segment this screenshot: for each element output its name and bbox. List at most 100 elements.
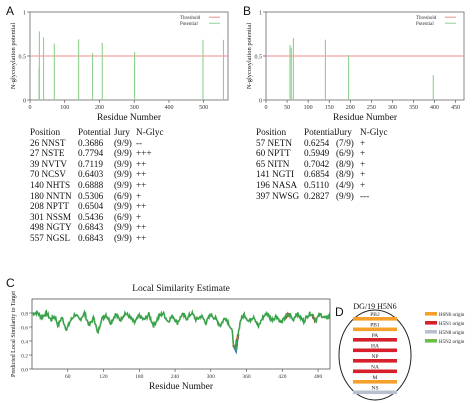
- chart-b-x-tick-label: 50: [284, 105, 290, 111]
- table-row: 39 NVTV 0.7119 (9/9) ++: [30, 159, 160, 170]
- table-cell: (9/9): [114, 158, 132, 169]
- chart-b-y-tick-label: 1: [259, 11, 262, 17]
- diagram-d-segment-bar: [353, 348, 397, 353]
- chart-c-ylabel: Predicted Local Similarity to Target: [11, 291, 17, 377]
- diagram-d-segment-bar: [353, 317, 397, 321]
- chart-b-legend-threshold-label: Threshold: [416, 16, 437, 21]
- chart-a-y-tick-label: 1: [23, 11, 26, 17]
- chart-c-xlabel: Residue Number: [149, 382, 214, 392]
- table-cell: 39 NVTV: [30, 158, 68, 169]
- diagram-d-segment-label: PA: [372, 333, 379, 339]
- table-cell: 180 NNTN: [30, 190, 72, 201]
- table-cell: 60 NPTT: [256, 148, 291, 159]
- table-cell: 27 NSTE: [30, 148, 65, 159]
- table-cell: 0.6888: [78, 179, 104, 190]
- table-row: 65 NITN 0.7042 (8/9) +: [256, 159, 384, 170]
- chart-c-y-tick-label: 0.8: [21, 311, 28, 317]
- chart-b-y-tick-label: 0.5: [255, 55, 263, 61]
- chart-b-x-tick-label: 0: [265, 105, 268, 111]
- diagram-d-segment-label: NS: [371, 386, 378, 392]
- table-cell: 0.6254: [304, 137, 330, 148]
- table-cell: 498 NGTY: [30, 222, 72, 233]
- table-cell: 65 NITN: [256, 158, 290, 169]
- diagram-d-segment-label: HA: [371, 344, 379, 350]
- chart-c-title: Local Similarity Estimate: [132, 284, 230, 294]
- table-cell: 397 NWSG: [256, 190, 300, 201]
- table-cell: (6/9): [114, 211, 132, 222]
- diagram-d-legend-swatch: [425, 330, 437, 334]
- table-cell: 57 NETN: [256, 137, 292, 148]
- table-cell: 301 NSSM: [30, 211, 72, 222]
- chart-c-x-tick-label: 120: [99, 374, 108, 380]
- table-cell: +: [136, 190, 142, 201]
- table-header-cell: Potential: [78, 127, 111, 137]
- chart-b-x-tick-label: 100: [304, 105, 313, 111]
- table-cell: --: [136, 137, 143, 148]
- table-cell: ++: [136, 179, 147, 190]
- table-row: 26 NNST 0.3686 (9/9) --: [30, 138, 160, 149]
- table-header-cell: Position: [30, 127, 61, 137]
- chart-b-x-tick-label: 300: [388, 105, 397, 111]
- table-row: 208 NPTT 0.6504 (9/9) ++: [30, 201, 160, 212]
- table-cell: 0.7042: [304, 158, 330, 169]
- table-cell: 0.6843: [78, 222, 104, 233]
- table-cell: (7/9): [336, 137, 354, 148]
- table-cell: 0.6854: [304, 169, 330, 180]
- chart-c-y-tick-label: 0.0: [21, 367, 28, 373]
- table-header-cell: N-Glyc: [136, 127, 164, 137]
- chart-b-xlabel: Residue Number: [333, 113, 398, 123]
- chart-a-y-tick-label: 0: [23, 99, 26, 105]
- table-row: 70 NCSV 0.6403 (9/9) ++: [30, 169, 160, 180]
- table-cell: (9/9): [114, 148, 132, 159]
- table-cell: 0.6504: [78, 201, 104, 212]
- table-cell: 140 NHTS: [30, 179, 71, 190]
- table-cell: 26 NNST: [30, 137, 66, 148]
- table-cell: 0.2827: [304, 190, 330, 201]
- table-cell: 70 NCSV: [30, 169, 66, 180]
- table-a-glycosylation-sites: Position Potential Jury N-Glyc 26 NNST 0.3686…: [30, 127, 164, 244]
- chart-a-x-tick-label: 0: [29, 105, 32, 111]
- panel-letter-c: C: [6, 276, 15, 290]
- table-cell: 0.5110: [304, 179, 329, 190]
- table-row: 27 NSTE 0.7794 (9/9) +++: [30, 148, 160, 159]
- table-cell: ++: [136, 158, 147, 169]
- table-cell: (9/9): [114, 201, 132, 212]
- chart-c-y-tick-label: 0.2: [21, 353, 28, 359]
- table-cell: 0.6403: [78, 169, 104, 180]
- table-cell: +: [360, 179, 366, 190]
- table-header-cell: Position: [256, 127, 287, 137]
- chart-a-legend-threshold-label: Threshold: [180, 16, 201, 21]
- diagram-d-legend-swatch: [425, 312, 437, 316]
- table-cell: (9/9): [114, 179, 132, 190]
- chart-a-x-tick-label: 400: [164, 105, 173, 111]
- table-cell: (8/9): [336, 169, 354, 180]
- chart-a-ylabel: N-glycosylation potential: [10, 23, 17, 89]
- table-cell: 0.5306: [78, 190, 104, 201]
- table-cell: ++: [136, 222, 147, 233]
- chart-b-x-tick-label: 350: [409, 105, 418, 111]
- diagram-d-title: DG/19 H5N6: [353, 302, 396, 311]
- chart-b-x-tick-label: 250: [367, 105, 376, 111]
- diagram-d-segment-label: NP: [371, 354, 378, 360]
- table-cell: (4/9): [336, 179, 354, 190]
- table-cell: 0.6843: [78, 232, 104, 243]
- table-cell: (6/9): [114, 190, 132, 201]
- panel-letter-a: A: [6, 4, 15, 18]
- table-row: 498 NGTY 0.6843 (9/9) ++: [30, 222, 160, 233]
- diagram-d-segment-bar: [353, 359, 397, 363]
- table-cell: 208 NPTT: [30, 201, 70, 212]
- table-header-cell: Potential: [304, 127, 337, 137]
- table-cell: 0.7119: [78, 158, 103, 169]
- table-header-row: Position Potential Jury N-Glyc: [256, 127, 388, 138]
- table-cell: ++: [136, 169, 147, 180]
- table-header-row: Position Potential Jury N-Glyc: [30, 127, 164, 138]
- chart-b-ylabel: N-glycosylation potential: [246, 23, 253, 89]
- table-cell: ++: [136, 201, 147, 212]
- chart-c-x-tick-label: 300: [207, 374, 216, 380]
- diagram-d-segment-label: M: [373, 375, 378, 381]
- table-cell: 196 NASA: [256, 179, 298, 190]
- table-cell: 0.5436: [78, 211, 104, 222]
- table-row: 57 NETN 0.6254 (7/9) +: [256, 138, 384, 149]
- table-header-cell: Jury: [114, 127, 130, 137]
